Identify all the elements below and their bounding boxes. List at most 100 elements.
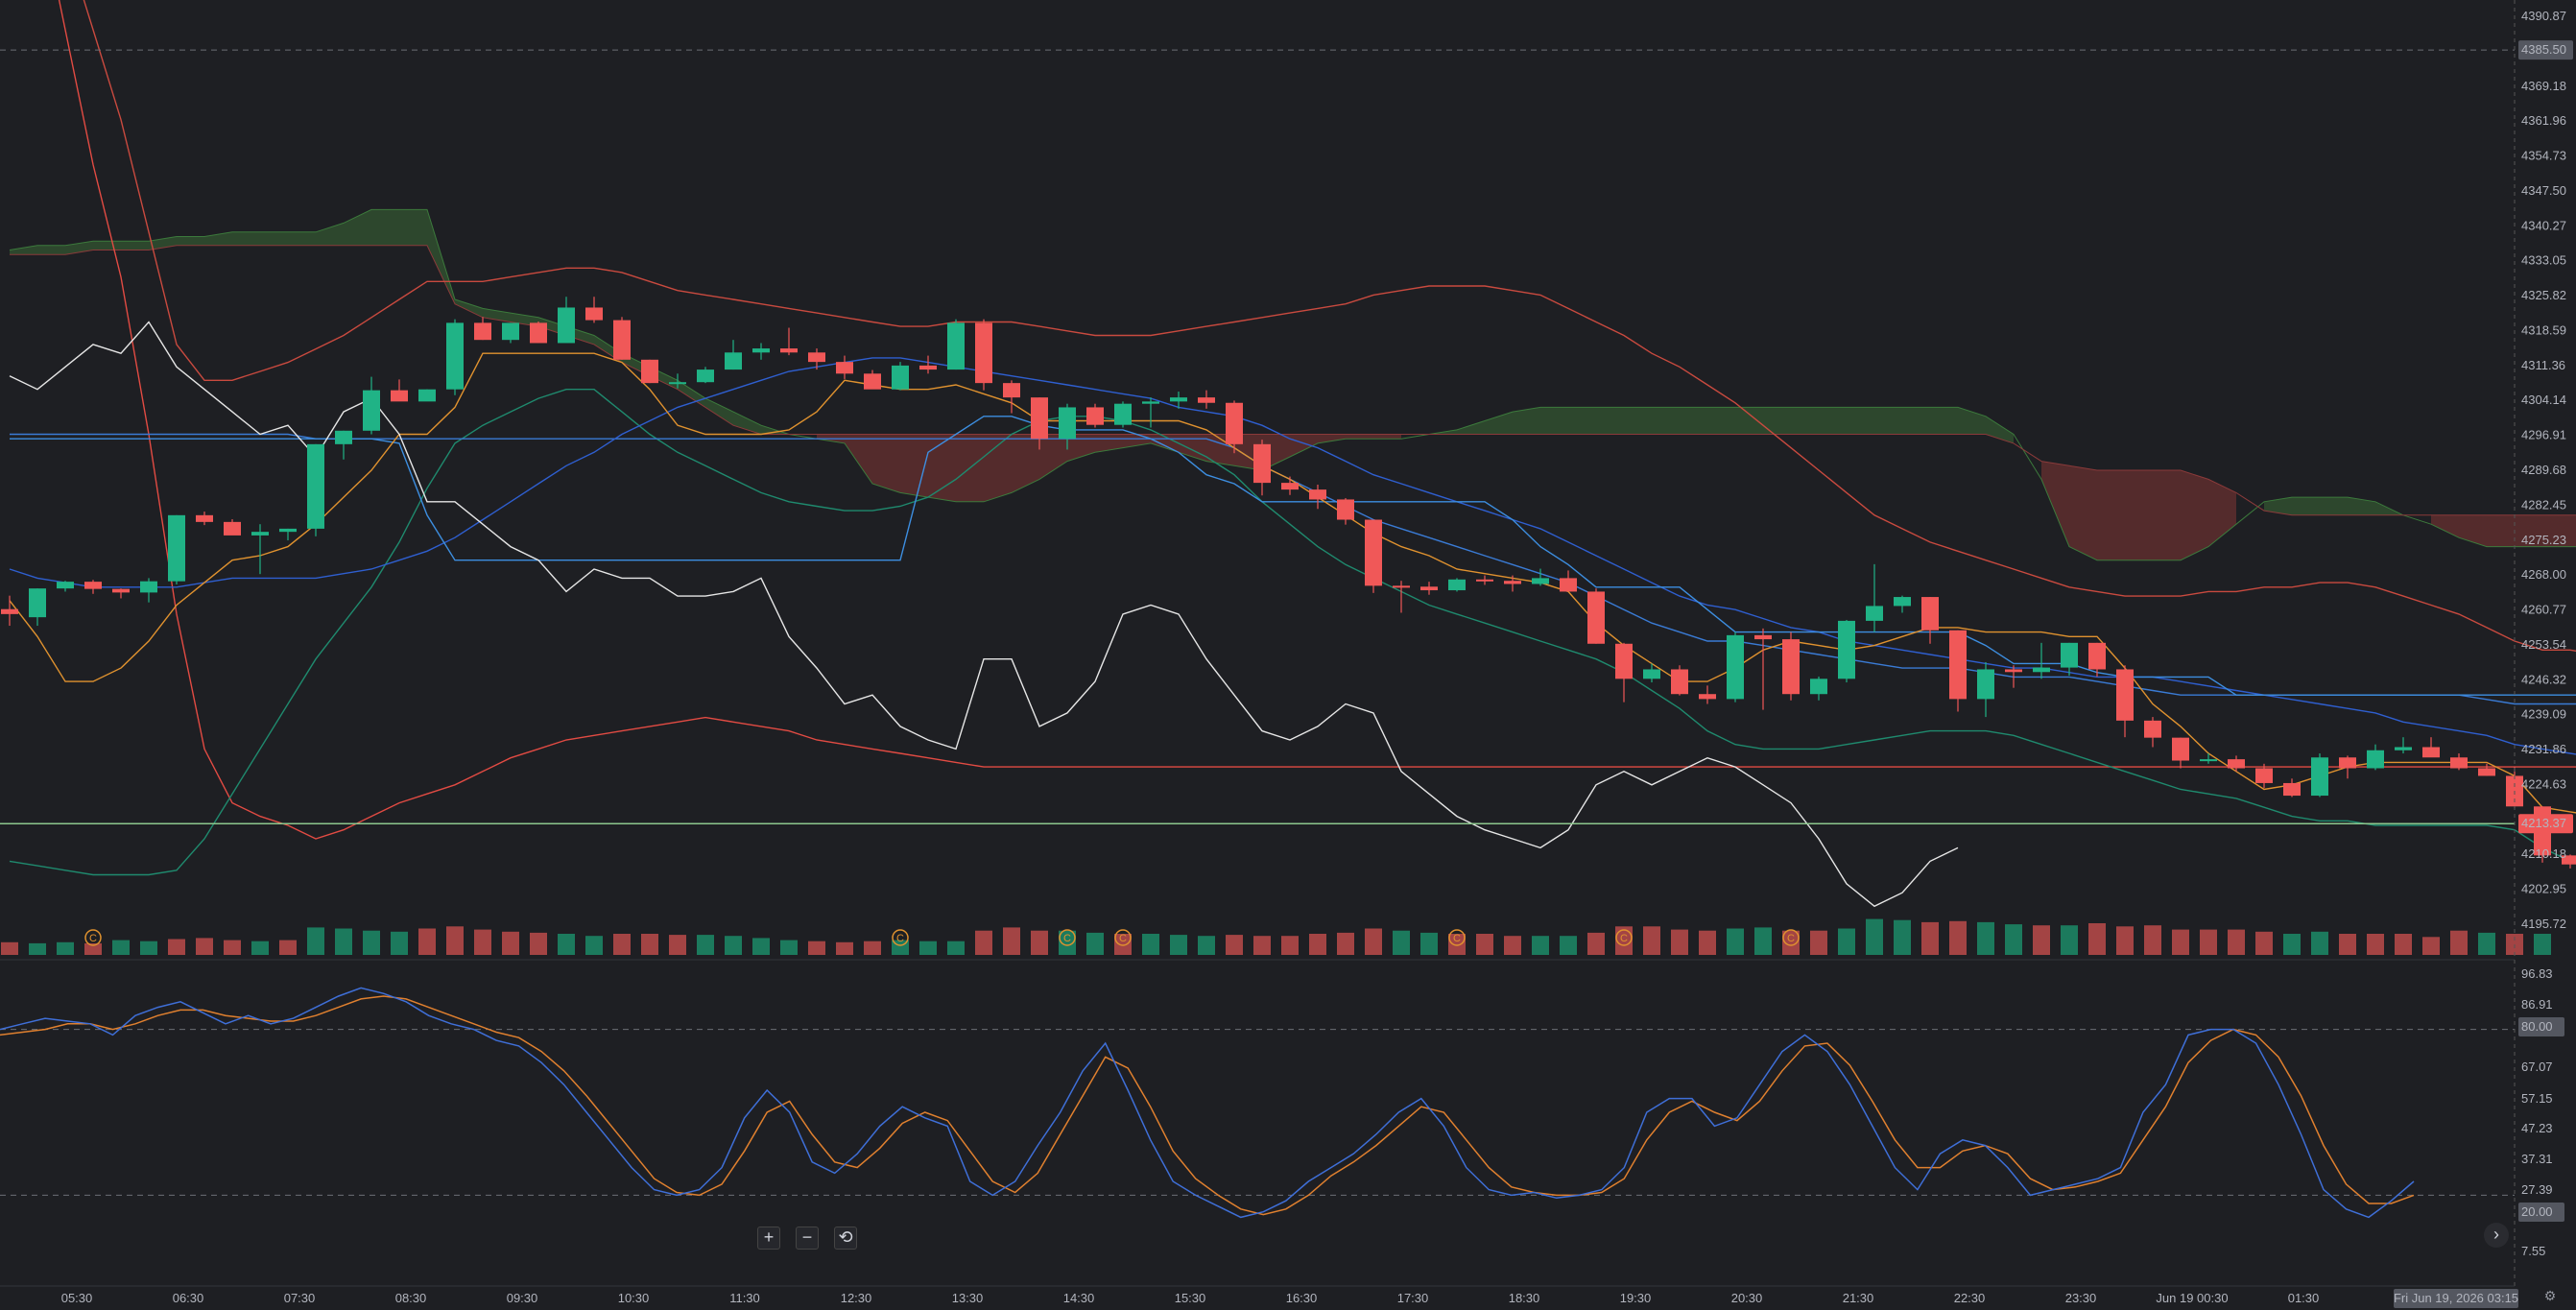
candle-body	[1114, 403, 1132, 425]
volume-bar	[2534, 934, 2551, 955]
stochastic-level-label: 80.00	[2518, 1017, 2564, 1036]
volume-bar	[1560, 936, 1577, 955]
price-tick-label: 4347.50	[2521, 183, 2566, 198]
volume-marker-icon	[1448, 929, 1466, 946]
volume-bar	[474, 929, 491, 955]
crosshair-time-label: Fri Jun 19, 2026 03:15	[2394, 1289, 2518, 1308]
candle-body	[1977, 669, 1994, 700]
price-tick-label: 4340.27	[2521, 218, 2566, 232]
moving-average-line	[9, 357, 2576, 755]
candle-body	[1253, 443, 1271, 484]
candle-body	[808, 352, 825, 363]
candle-body	[1643, 669, 1660, 679]
volume-bar	[307, 927, 324, 955]
volume-marker-label: C	[1620, 933, 1628, 944]
kumo-span-a-line	[9, 208, 2576, 561]
volume-bar	[1810, 930, 1827, 955]
candle-body	[1198, 397, 1215, 403]
scroll-right-button[interactable]: ›	[2484, 1223, 2509, 1248]
stochastic-tick-label: 27.39	[2521, 1182, 2553, 1197]
volume-bar	[2255, 931, 2273, 955]
volume-bar	[1281, 936, 1299, 955]
indicator-lines	[0, 0, 2576, 908]
candle-body	[1420, 586, 1438, 591]
time-tick-label: Jun 19 00:30	[2156, 1291, 2228, 1305]
price-tick-label: 4289.68	[2521, 463, 2566, 477]
candle-body	[1086, 407, 1104, 425]
volume-bar	[697, 935, 714, 955]
reset-chart-button[interactable]: ⟲	[834, 1227, 857, 1250]
price-tick-label: 4239.09	[2521, 707, 2566, 722]
candle-body	[836, 362, 853, 374]
volume-marker-label: C	[896, 933, 904, 944]
candle-body	[2116, 669, 2134, 721]
candle-body	[530, 322, 547, 344]
candle-body	[1921, 597, 1939, 631]
price-tick-label: 4296.91	[2521, 428, 2566, 442]
volume-bar	[558, 934, 575, 955]
svg-text:4213.37: 4213.37	[2521, 816, 2566, 830]
price-tick-label: 4210.18	[2521, 846, 2566, 861]
volume-bar	[84, 942, 102, 955]
candle-body	[1699, 694, 1716, 700]
candle-body	[1142, 401, 1159, 404]
volume-bar	[669, 935, 686, 955]
candle-body	[391, 390, 408, 402]
time-tick-label: 12:30	[841, 1291, 872, 1305]
candle-body	[2450, 757, 2468, 769]
candle-body	[2562, 855, 2576, 865]
candle-body	[335, 430, 352, 444]
candle-body	[1894, 597, 1911, 607]
candle-body	[1337, 499, 1354, 520]
zoom-in-button[interactable]: +	[757, 1227, 780, 1250]
volume-bar	[1059, 930, 1076, 955]
volume-bar	[335, 928, 352, 955]
candle-body	[780, 348, 798, 353]
stochastic-tick-label: 96.83	[2521, 966, 2553, 981]
volume-bar	[1309, 934, 1326, 955]
candle-body	[1671, 669, 1688, 695]
time-tick-label: 09:30	[507, 1291, 538, 1305]
volume-bar	[2395, 934, 2412, 955]
volume-bar	[363, 930, 380, 955]
time-tick-label: 11:30	[729, 1291, 760, 1305]
candle-body	[57, 582, 74, 589]
stochastic-tick-label: 47.23	[2521, 1121, 2553, 1135]
stochastic-tick-label: 37.31	[2521, 1152, 2553, 1166]
volume-bar	[1337, 932, 1354, 955]
candle-body	[558, 307, 575, 344]
candle-body	[2395, 747, 2412, 750]
candle-body	[2339, 757, 2356, 769]
price-alert-label: 4385.50	[2518, 40, 2573, 60]
settings-icon[interactable]: ⚙	[2543, 1288, 2557, 1303]
volume-bar	[2144, 925, 2161, 955]
volume-bar	[279, 940, 297, 955]
volume-bar	[1003, 927, 1020, 955]
volume-marker-icon	[84, 929, 102, 946]
price-tick-label: 4195.72	[2521, 917, 2566, 931]
volume-bar	[585, 936, 603, 955]
kumo-span-b-line	[10, 245, 2576, 516]
volume-bar	[836, 941, 853, 955]
candle-body	[1810, 679, 1827, 695]
volume-bar	[1, 941, 18, 955]
price-tick-label: 4333.05	[2521, 253, 2566, 268]
candle-body	[864, 373, 881, 390]
zoom-out-button[interactable]: −	[796, 1227, 819, 1250]
candle-body	[1949, 630, 1967, 700]
volume-bar	[1587, 932, 1605, 955]
stochastic-tick-label: 57.15	[2521, 1091, 2553, 1106]
candle-body	[224, 521, 241, 536]
candle-body	[725, 352, 742, 370]
volume-bar	[1782, 930, 1800, 955]
volume-bar	[2339, 934, 2356, 955]
candle-body	[307, 443, 324, 529]
volume-bar	[780, 940, 798, 955]
stochastic-tick-label: 67.07	[2521, 1060, 2553, 1074]
volume-bar	[1114, 934, 1132, 955]
candle-body	[2478, 768, 2495, 776]
volume-bar	[1949, 920, 1967, 955]
volume-bar	[1643, 926, 1660, 955]
stochastic-k-line	[0, 987, 2415, 1219]
